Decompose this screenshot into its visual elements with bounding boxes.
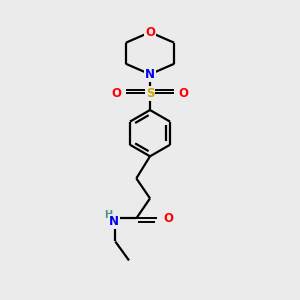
- Text: O: O: [145, 26, 155, 39]
- Text: N: N: [109, 215, 119, 228]
- Text: O: O: [163, 212, 173, 225]
- Text: S: S: [146, 87, 154, 100]
- Text: N: N: [145, 68, 155, 81]
- Text: O: O: [111, 87, 121, 100]
- Text: H: H: [104, 210, 112, 220]
- Text: O: O: [179, 87, 189, 100]
